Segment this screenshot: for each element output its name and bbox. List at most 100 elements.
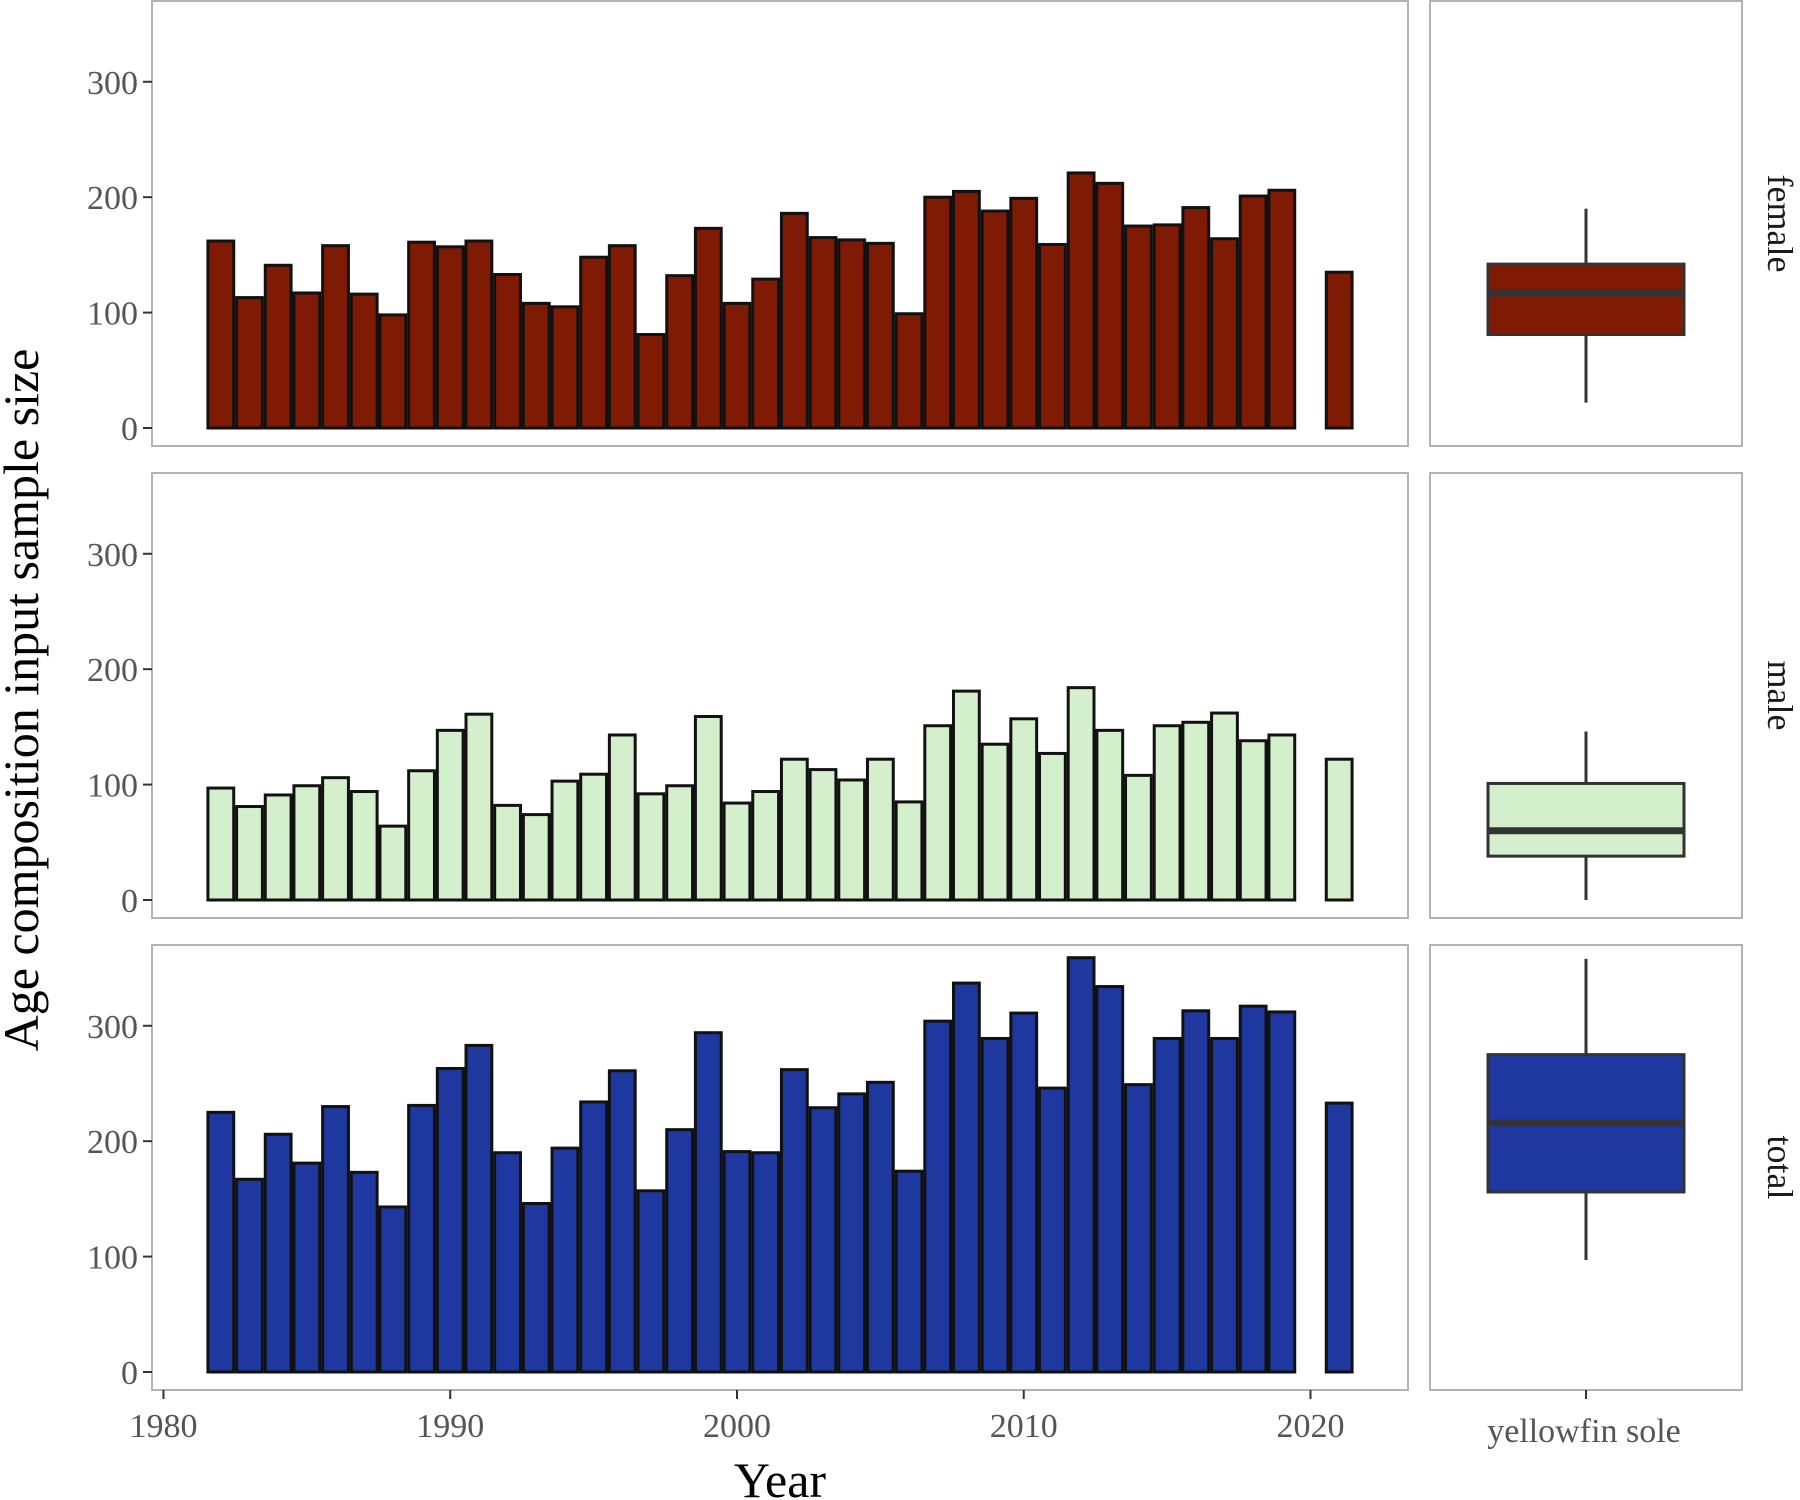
x-tick-label: 2020 (1277, 1408, 1345, 1445)
bar-total (722, 1150, 752, 1374)
bar-male (550, 779, 580, 902)
bar-total (464, 1043, 494, 1374)
bar-female (349, 292, 379, 430)
bar-male (722, 801, 752, 902)
bar-female (951, 189, 981, 430)
bar-female (693, 226, 723, 430)
bar-male (980, 742, 1010, 902)
bar-female (550, 305, 580, 430)
bar-total (665, 1128, 695, 1374)
bar-female (980, 209, 1010, 430)
bar-total (865, 1080, 895, 1374)
bar-male (292, 784, 322, 902)
x-tick-label: 1990 (416, 1408, 484, 1445)
bar-female (1210, 237, 1239, 430)
bar-female (808, 236, 838, 430)
bar-male (1066, 686, 1096, 902)
bar-total (1267, 1010, 1297, 1374)
bar-female (865, 241, 895, 430)
bar-male (206, 786, 236, 902)
bar-total (1238, 1004, 1268, 1374)
bar-male (321, 776, 350, 902)
bar-female (1124, 224, 1153, 430)
y-tick-label: 0 (121, 883, 138, 920)
y-tick-label: 300 (87, 537, 138, 574)
bar-total (779, 1068, 809, 1374)
bar-female (1181, 206, 1211, 430)
bar-male (493, 803, 522, 902)
bar-total (951, 981, 981, 1374)
bar-male (1210, 711, 1239, 902)
bar-male (865, 757, 895, 902)
bar-female (521, 301, 551, 430)
bar-total (607, 1069, 637, 1374)
bar-female (321, 244, 350, 430)
boxplot-box (1486, 781, 1686, 858)
bar-total (894, 1169, 924, 1374)
bar-female (1095, 181, 1125, 430)
bar-male (579, 772, 609, 902)
bar-total (579, 1100, 609, 1374)
strip-label-female: female (1760, 175, 1800, 273)
bar-female (493, 273, 522, 430)
bar-total (1038, 1086, 1067, 1374)
bar-male (779, 757, 809, 902)
bar-male (923, 724, 953, 902)
bar-female (665, 274, 695, 430)
bar-male (951, 689, 981, 902)
x-tick-label: 1980 (129, 1408, 197, 1445)
x-tick-label: 2000 (703, 1408, 771, 1445)
bar-female (263, 263, 293, 430)
bar-male (1324, 757, 1354, 902)
strip-label-male: male (1760, 661, 1800, 731)
bar-male (464, 712, 494, 902)
bar-total (1181, 1009, 1211, 1374)
bar-total (206, 1110, 236, 1374)
bar-male (521, 813, 551, 902)
bar-total (1210, 1036, 1239, 1374)
panel-male: 0 100 200 300 male (87, 472, 1800, 920)
bar-male (894, 800, 924, 902)
bar-female (751, 277, 781, 430)
bar-male (636, 792, 666, 902)
y-tick-label: 0 (121, 411, 138, 448)
bar-total (980, 1036, 1010, 1374)
bar-female (378, 313, 408, 430)
bar-female (923, 195, 953, 430)
y-tick-label: 200 (87, 652, 138, 689)
boxplot-category-label: yellowfin sole (1487, 1413, 1681, 1450)
bar-male (378, 824, 408, 902)
y-tick-label: 100 (87, 296, 138, 333)
y-tick-label: 0 (121, 1355, 138, 1392)
bar-male (808, 768, 838, 902)
bar-total (435, 1066, 465, 1374)
bar-total (235, 1177, 264, 1374)
bar-female (1324, 270, 1354, 430)
x-axis-title: Year (734, 1452, 826, 1500)
y-axis-title: Age composition input sample size (0, 349, 49, 1052)
bar-total (923, 1019, 953, 1374)
bar-male (263, 793, 293, 902)
bar-female (1152, 223, 1182, 430)
bar-total (493, 1151, 522, 1374)
bar-male (235, 805, 264, 902)
panel-female: 0 100 200 300 female (87, 0, 1800, 448)
bar-female (722, 301, 752, 430)
bar-total (407, 1103, 436, 1374)
bar-male (349, 790, 379, 902)
bar-total (808, 1106, 838, 1374)
bar-total (751, 1151, 781, 1374)
bar-total (693, 1031, 723, 1374)
bar-female (1038, 243, 1067, 430)
bar-total (378, 1205, 408, 1374)
bar-male (1267, 733, 1297, 902)
bar-male (1238, 739, 1268, 902)
bar-male (607, 733, 637, 902)
bar-male (1181, 720, 1211, 902)
y-tick-label: 100 (87, 768, 138, 805)
bar-total (1066, 956, 1096, 1374)
y-tick-label: 300 (87, 65, 138, 102)
bar-female (1066, 171, 1096, 430)
bar-female (894, 312, 924, 430)
bar-female (464, 239, 494, 430)
